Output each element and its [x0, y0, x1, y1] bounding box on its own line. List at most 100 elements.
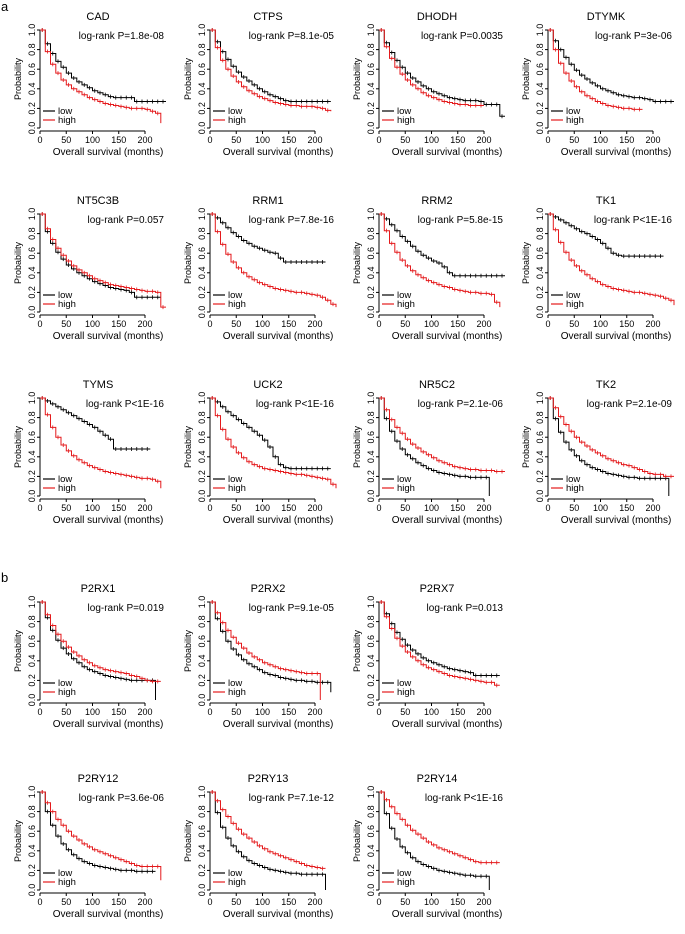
y-tick-label: 1.0 — [366, 24, 376, 37]
x-tick-label: 200 — [476, 897, 491, 907]
x-tick-label: 100 — [85, 135, 100, 145]
x-tick-label: 200 — [645, 135, 660, 145]
y-tick-label: 0.6 — [197, 825, 207, 838]
y-tick-label: 0.8 — [366, 227, 376, 240]
x-tick-label: 200 — [307, 319, 322, 329]
y-tick-label: 0.2 — [366, 470, 376, 483]
x-tick-label: 150 — [111, 707, 126, 717]
y-tick-label: 0.6 — [197, 63, 207, 76]
y-axis-label: Probability — [521, 57, 531, 100]
y-tick-label: 0.8 — [366, 411, 376, 424]
y-tick-label: 1.0 — [366, 596, 376, 609]
survival-curve-high — [210, 29, 332, 112]
km-plot-ctps: CTPS log-rank P=8.1e-05 0 50 100 150 200 0.0 0.2… — [183, 11, 334, 158]
y-tick-label: 0.0 — [197, 884, 207, 897]
legend-label-low: low — [228, 106, 242, 117]
survival-curve-low — [379, 791, 490, 890]
y-tick-label: 0.4 — [366, 451, 376, 464]
km-plot-p2rx2: P2RX2 log-rank P=9.1e-05 0 50 100 150 200 0.0 0.… — [183, 583, 334, 730]
y-tick-label: 0.8 — [366, 615, 376, 628]
x-tick-label: 0 — [545, 319, 550, 329]
y-tick-label: 0.4 — [27, 451, 37, 464]
y-tick-label: 0.6 — [197, 247, 207, 260]
x-axis-label: Overall survival (months) — [53, 719, 164, 730]
x-tick-label: 0 — [37, 319, 42, 329]
x-tick-label: 100 — [424, 707, 439, 717]
x-tick-label: 0 — [207, 707, 212, 717]
logrank-pvalue: log-rank P=3.6e-06 — [79, 793, 165, 804]
x-tick-label: 150 — [281, 897, 296, 907]
legend-label-low: low — [228, 678, 242, 689]
legend-label-high: high — [228, 483, 246, 494]
x-tick-label: 50 — [61, 135, 71, 145]
logrank-pvalue: log-rank P=3e-06 — [595, 31, 672, 42]
legend-label-low: low — [397, 868, 411, 879]
x-tick-label: 0 — [37, 503, 42, 513]
x-tick-label: 50 — [400, 897, 410, 907]
x-axis-label: Overall survival (months) — [392, 515, 503, 526]
y-tick-label: 0.4 — [535, 267, 545, 280]
x-tick-label: 100 — [255, 897, 270, 907]
y-tick-label: 0.8 — [197, 805, 207, 818]
km-plot-p2ry14: P2RY14 log-rank P<1E-16 0 50 100 150 200 0.0 0.2… — [352, 773, 503, 920]
y-tick-label: 0.8 — [535, 411, 545, 424]
y-tick-label: 0.6 — [535, 247, 545, 260]
legend-label-high: high — [397, 299, 415, 310]
x-tick-label: 200 — [476, 503, 491, 513]
x-tick-label: 50 — [400, 503, 410, 513]
y-axis-label: Probability — [13, 629, 23, 672]
survival-curve-low — [379, 29, 505, 117]
y-tick-label: 0.6 — [366, 63, 376, 76]
y-tick-label: 0.0 — [197, 306, 207, 319]
y-tick-label: 0.6 — [27, 63, 37, 76]
x-tick-label: 200 — [476, 135, 491, 145]
x-tick-label: 0 — [37, 897, 42, 907]
legend-label-low: low — [566, 106, 580, 117]
logrank-pvalue: log-rank P=0.057 — [88, 215, 165, 226]
x-tick-label: 100 — [424, 503, 439, 513]
plot-title: P2RY14 — [417, 773, 458, 785]
y-axis-label: Probability — [13, 57, 23, 100]
y-axis-label: Probability — [352, 425, 362, 468]
y-tick-label: 1.0 — [535, 392, 545, 405]
y-tick-label: 0.2 — [366, 864, 376, 877]
plot-title: DHODH — [417, 11, 457, 23]
y-tick-label: 0.8 — [197, 227, 207, 240]
y-tick-label: 0.0 — [197, 122, 207, 135]
x-tick-label: 150 — [111, 135, 126, 145]
y-tick-label: 0.4 — [197, 655, 207, 668]
x-tick-label: 100 — [85, 897, 100, 907]
legend-label-high: high — [58, 115, 76, 126]
y-tick-label: 0.6 — [27, 825, 37, 838]
km-plot-uck2: UCK2 log-rank P<1E-16 0 50 100 150 200 0.0 0.2 0.… — [183, 379, 337, 526]
km-plot-tk2: TK2 log-rank P=2.1e-09 0 50 100 150 200 0.0 0.2 0… — [521, 379, 674, 526]
km-plot-rrm1: RRM1 log-rank P=7.8e-16 0 50 100 150 200 0.0 0.2… — [183, 195, 337, 342]
legend-label-high: high — [58, 687, 76, 698]
y-tick-label: 0.4 — [27, 655, 37, 668]
y-tick-label: 0.6 — [366, 247, 376, 260]
x-tick-label: 100 — [255, 319, 270, 329]
legend-label-high: high — [228, 877, 246, 888]
logrank-pvalue: log-rank P=5.8e-15 — [418, 215, 504, 226]
y-tick-label: 0.6 — [27, 431, 37, 444]
km-plot-rrm2: RRM2 log-rank P=5.8e-15 0 50 100 150 200 0.0 0.2… — [352, 195, 505, 342]
y-tick-label: 0.4 — [197, 451, 207, 464]
y-tick-label: 1.0 — [366, 392, 376, 405]
legend-label-high: high — [566, 483, 584, 494]
logrank-pvalue: log-rank P=1.8e-08 — [79, 31, 165, 42]
legend-label-high: high — [566, 299, 584, 310]
plot-title: RRM2 — [421, 195, 452, 207]
survival-curve-high — [548, 213, 675, 306]
y-tick-label: 0.8 — [366, 43, 376, 56]
plot-title: UCK2 — [253, 379, 282, 391]
survival-curve-high — [40, 213, 166, 308]
legend-label-low: low — [228, 868, 242, 879]
survival-curve-high — [40, 601, 161, 682]
y-tick-label: 0.0 — [27, 122, 37, 135]
y-axis-label: Probability — [13, 819, 23, 862]
x-tick-label: 0 — [207, 319, 212, 329]
x-axis-label: Overall survival (months) — [53, 909, 164, 920]
legend-label-low: low — [397, 678, 411, 689]
x-tick-label: 100 — [255, 503, 270, 513]
survival-curve-high — [548, 29, 643, 110]
